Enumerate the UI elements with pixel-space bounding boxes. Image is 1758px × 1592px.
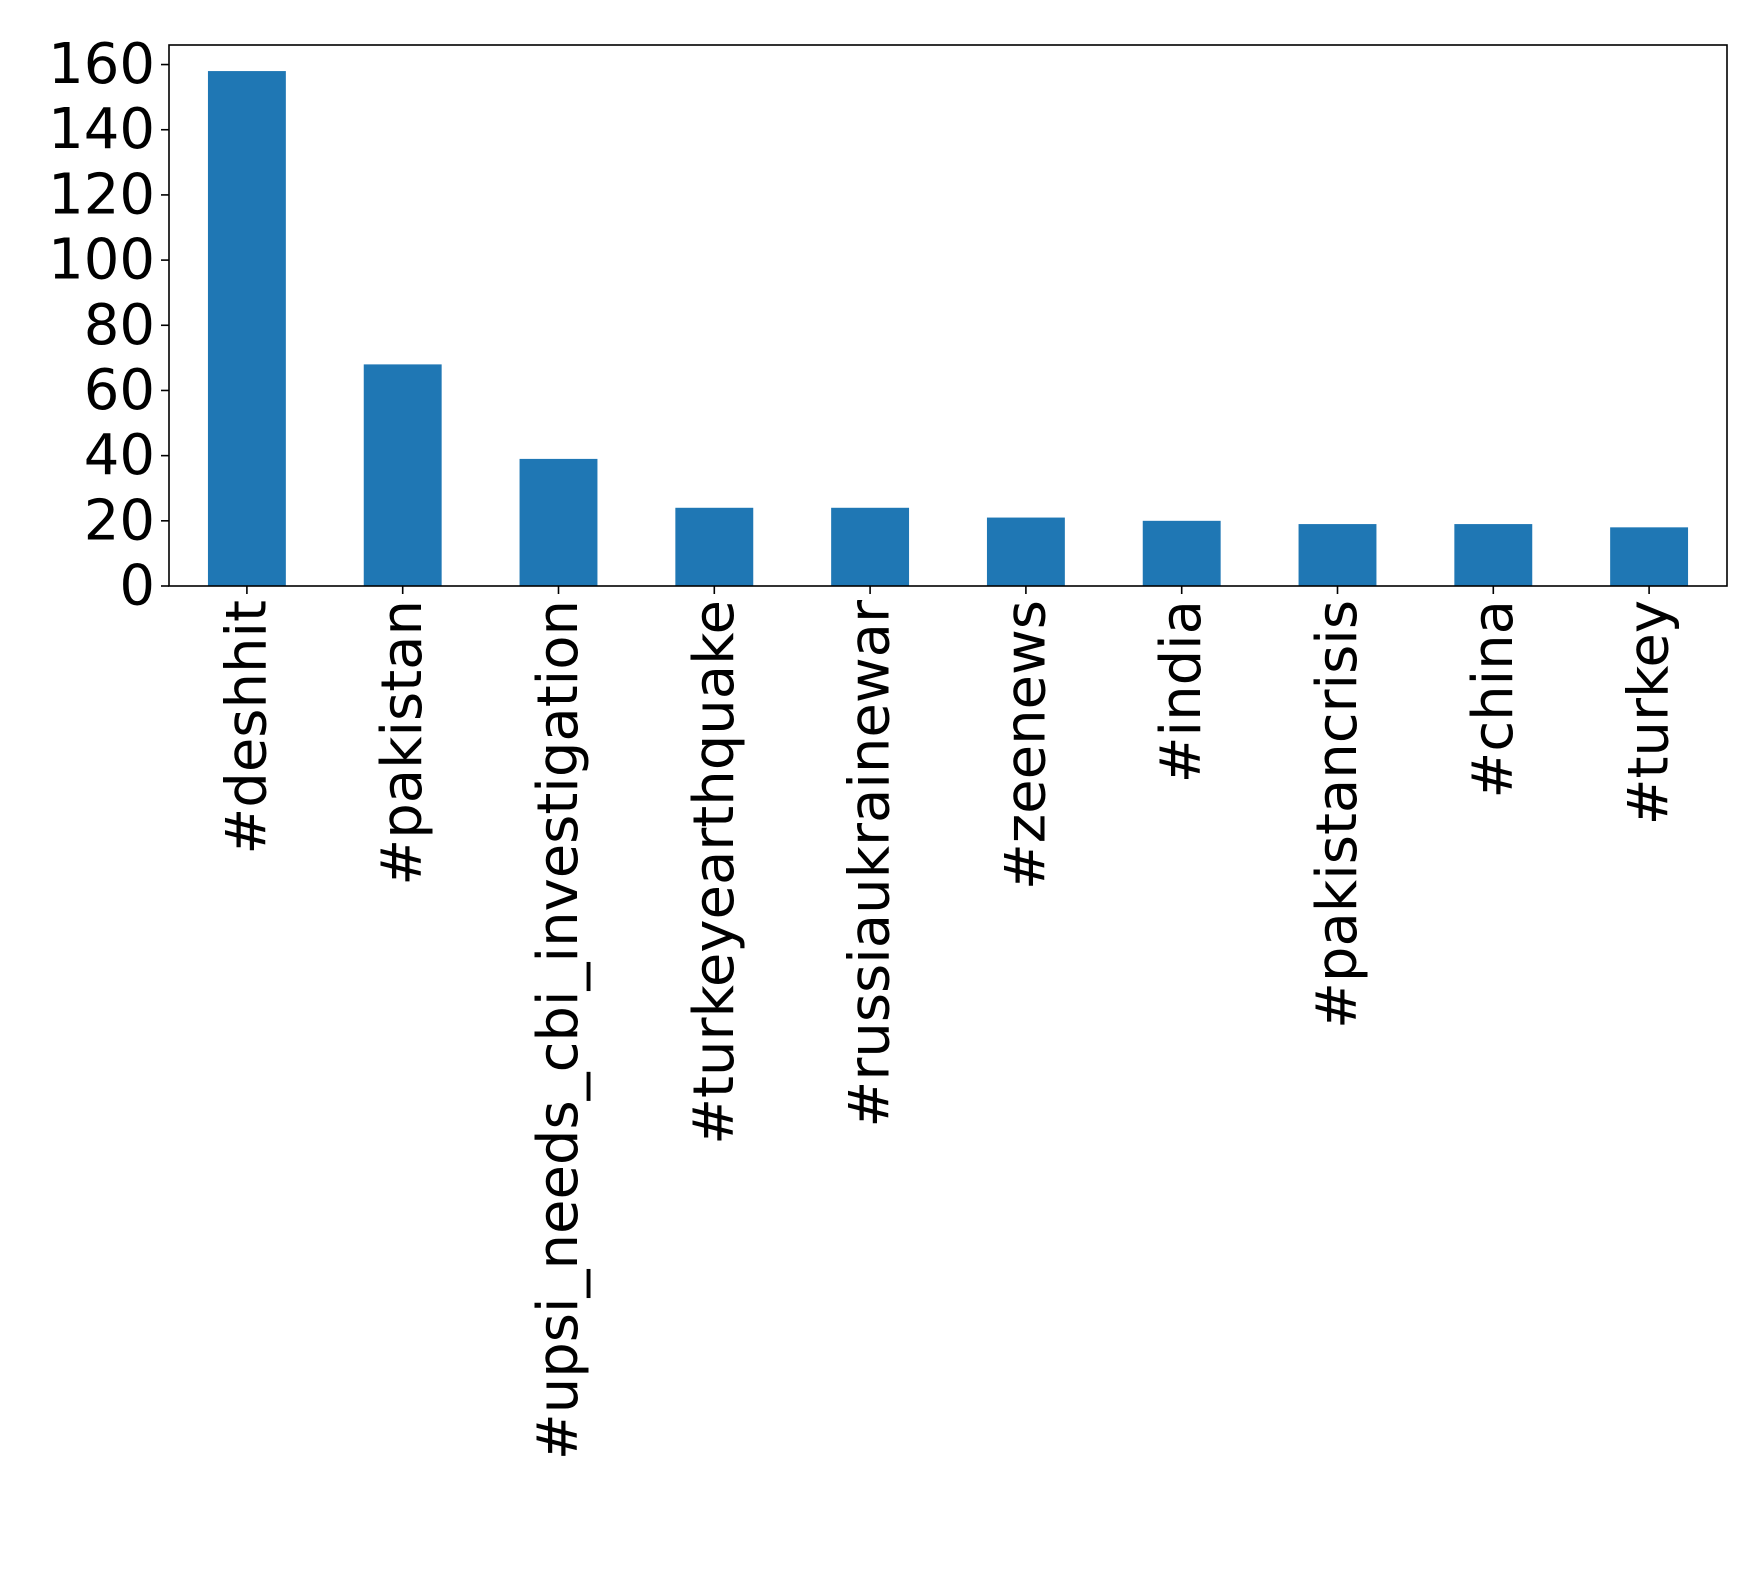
y-tick-label-1: 20 xyxy=(84,488,155,553)
bar-3 xyxy=(675,507,754,586)
y-tick-label-5: 100 xyxy=(48,228,155,293)
x-tick-label-5: #zeenews xyxy=(993,600,1058,890)
bar-5 xyxy=(986,517,1065,586)
x-tick-label-1: #pakistan xyxy=(370,600,435,886)
y-tick-label-0: 0 xyxy=(119,554,155,619)
x-axis: #deshhit #pakistan #upsi_needs_cbi_investi… xyxy=(214,586,1682,1460)
x-tick-label-7: #pakistancrisis xyxy=(1305,600,1370,1029)
y-tick-label-4: 80 xyxy=(84,293,155,358)
bar-4 xyxy=(831,507,910,586)
x-tick-label-3: #turkeyearthquake xyxy=(682,600,747,1145)
y-tick-label-8: 160 xyxy=(48,32,155,97)
x-tick-label-2: #upsi_needs_cbi_investigation xyxy=(526,600,591,1460)
x-tick-label-4: #russiaukrainewar xyxy=(838,599,903,1128)
x-tick-label-6: #india xyxy=(1149,600,1214,783)
bar-2 xyxy=(519,458,598,586)
y-tick-label-7: 140 xyxy=(48,97,155,162)
bar-8 xyxy=(1454,524,1533,586)
y-tick-label-6: 120 xyxy=(48,162,155,227)
bar-6 xyxy=(1142,520,1221,586)
bar-1 xyxy=(363,364,442,586)
bar-9 xyxy=(1610,527,1689,586)
bar-0 xyxy=(207,71,286,587)
bar-7 xyxy=(1298,524,1377,586)
bars-group xyxy=(207,71,1689,587)
plot-area-frame xyxy=(168,44,1728,587)
x-tick-label-9: #turkey xyxy=(1617,600,1682,825)
y-tick-label-3: 60 xyxy=(84,358,155,423)
y-tick-label-2: 40 xyxy=(84,423,155,488)
x-tick-label-0: #deshhit xyxy=(214,600,279,855)
x-tick-label-8: #china xyxy=(1461,600,1526,799)
